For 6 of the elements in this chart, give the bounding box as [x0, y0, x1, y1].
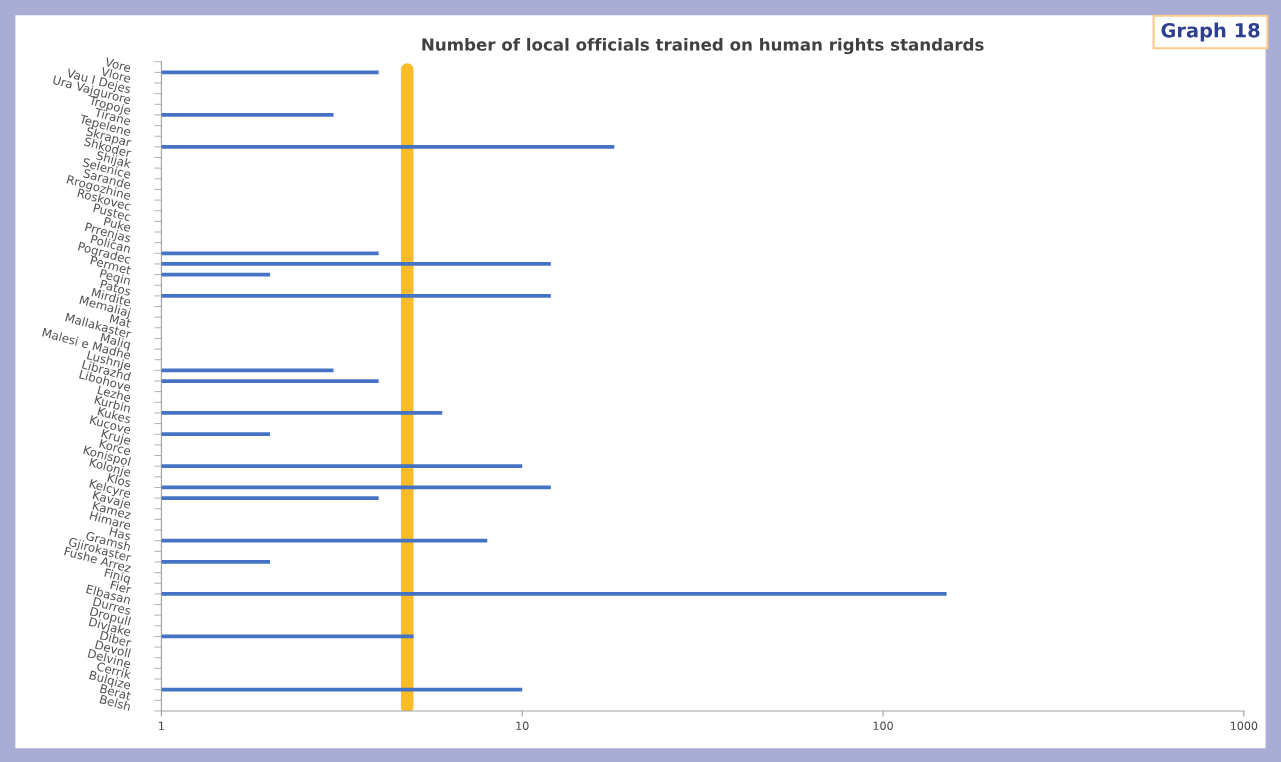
chart-title: Number of local officials trained on human rights standards	[422, 37, 984, 55]
x-tick-label: 10	[516, 721, 529, 730]
caption: Graph 18	[1161, 22, 1260, 42]
x-tick-label: 1000	[1230, 721, 1258, 730]
x-tick-label: 1	[159, 721, 164, 730]
x-tick-label: 100	[873, 721, 893, 730]
